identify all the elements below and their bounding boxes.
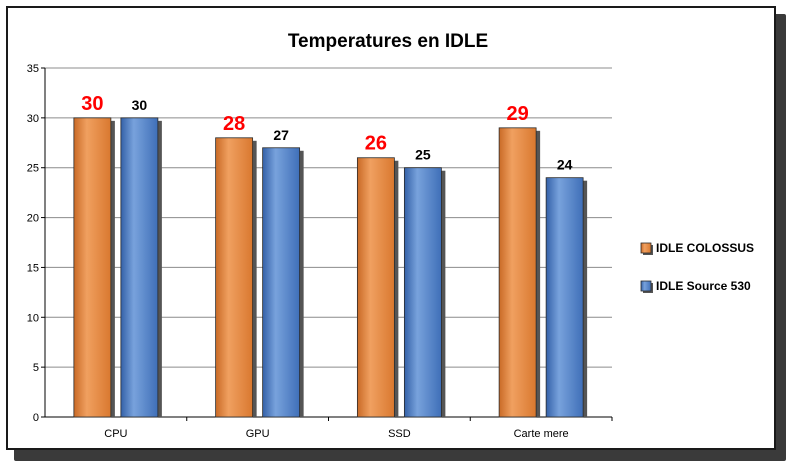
y-tick-label: 30 — [27, 113, 39, 125]
legend-swatch — [640, 242, 652, 254]
chart-title: Temperatures en IDLE — [288, 31, 488, 52]
bar-colossus — [215, 137, 254, 418]
bars — [73, 117, 588, 418]
data-label: 30 — [132, 97, 148, 113]
bar-source-530 — [262, 147, 301, 418]
bar-colossus — [356, 157, 395, 418]
data-label: 27 — [273, 127, 289, 143]
y-tick-label: 35 — [27, 63, 39, 75]
y-tick-label: 0 — [33, 412, 39, 424]
y-tick-label: 25 — [27, 163, 39, 175]
data-labels: 30 30 28 27 26 25 29 24 — [81, 93, 572, 173]
bar-colossus — [498, 127, 537, 418]
bar-colossus — [73, 117, 112, 418]
x-tick-label: CPU — [104, 428, 127, 440]
y-tick-label: 20 — [27, 213, 39, 225]
x-tick-label: Carte mere — [514, 428, 569, 440]
legend-label: IDLE Source 530 — [656, 279, 751, 293]
legend: IDLE COLOSSUS IDLE Source 530 — [640, 241, 754, 293]
x-tick-label: GPU — [246, 428, 270, 440]
data-label: 24 — [557, 157, 573, 173]
legend-swatch — [640, 280, 652, 292]
bar-source-530 — [545, 177, 584, 418]
data-label: 30 — [81, 93, 103, 115]
data-label: 28 — [223, 113, 245, 135]
y-tick-label: 15 — [27, 262, 39, 274]
y-tick-label: 10 — [27, 312, 39, 324]
bar-source-530 — [403, 167, 442, 418]
data-label: 26 — [365, 133, 387, 155]
y-tick-label: 5 — [33, 362, 39, 374]
data-label: 25 — [415, 147, 431, 163]
x-tick-label: SSD — [388, 428, 411, 440]
bar-source-530 — [120, 117, 159, 418]
data-label: 29 — [507, 103, 529, 125]
legend-label: IDLE COLOSSUS — [656, 241, 754, 255]
